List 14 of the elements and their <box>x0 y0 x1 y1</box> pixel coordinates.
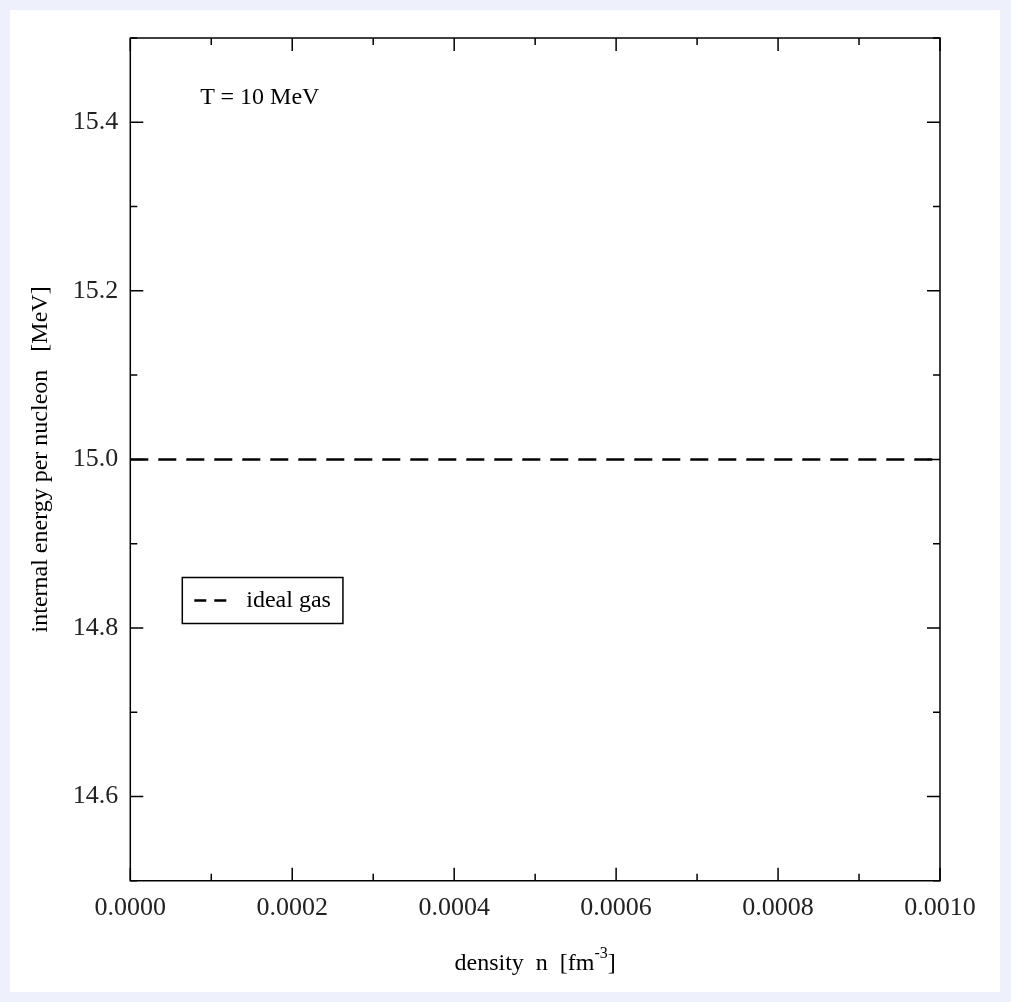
y-tick-label: 14.8 <box>72 611 119 641</box>
y-tick-label: 15.0 <box>72 443 119 473</box>
y-axis-title: internal energy per nucleon [MeV] <box>25 286 52 633</box>
y-tick-label: 15.4 <box>72 106 119 136</box>
annotation: T = 10 MeV <box>200 83 321 110</box>
x-tick-label: 0.0004 <box>418 892 490 922</box>
x-tick-label: 0.0010 <box>904 892 976 922</box>
x-tick-label: 0.0008 <box>742 892 814 922</box>
y-tick-label: 14.6 <box>72 780 119 810</box>
x-tick-label: 0.0002 <box>256 892 328 922</box>
x-tick-label: 0.0000 <box>94 892 167 922</box>
legend-label: ideal gas <box>246 585 331 612</box>
y-tick-label: 15.2 <box>72 274 119 304</box>
x-tick-label: 0.0006 <box>580 892 652 922</box>
